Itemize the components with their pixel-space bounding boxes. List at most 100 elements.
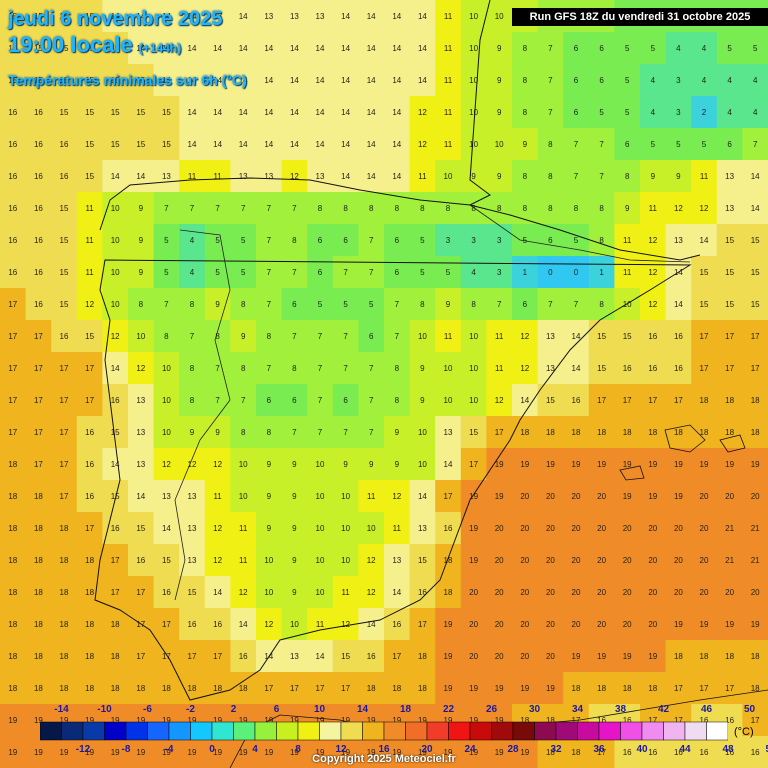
temperature-cell (537, 160, 564, 193)
temperature-value: 9 (215, 300, 220, 309)
temperature-value: 8 (523, 172, 528, 181)
temperature-cell (307, 672, 334, 705)
temperature-value: 5 (574, 236, 579, 245)
temperature-cell (153, 192, 180, 225)
temperature-value: 17 (85, 396, 94, 405)
temperature-cell (512, 608, 539, 641)
temperature-cell (153, 256, 180, 289)
temperature-value: 18 (60, 524, 69, 533)
temperature-cell (332, 640, 359, 673)
temperature-cell (281, 32, 308, 65)
temperature-value: 7 (395, 332, 400, 341)
temperature-cell (512, 576, 539, 609)
temperature-cell (128, 192, 155, 225)
temperature-value: 13 (213, 12, 222, 21)
temperature-cell (25, 96, 52, 129)
temperature-value: 19 (367, 748, 376, 757)
temperature-value: 9 (497, 172, 502, 181)
temperature-cell (51, 352, 78, 385)
temperature-cell (691, 128, 718, 161)
temperature-cell (230, 480, 257, 513)
temperature-value: 18 (751, 396, 760, 405)
temperature-value: 11 (495, 364, 504, 373)
temperature-cell (665, 64, 692, 97)
temperature-value: 19 (367, 716, 376, 725)
temperature-value: 4 (676, 44, 681, 53)
temperature-value: 8 (215, 332, 220, 341)
temperature-cell (358, 480, 385, 513)
temperature-value: 14 (213, 588, 222, 597)
temperature-cell (307, 608, 334, 641)
temperature-cell (409, 608, 436, 641)
temperature-value: 17 (213, 652, 222, 661)
temperature-value: 18 (60, 588, 69, 597)
temperature-value: 18 (60, 620, 69, 629)
temperature-value: 12 (495, 396, 504, 405)
temperature-cell (256, 416, 283, 449)
temperature-cell (256, 480, 283, 513)
temperature-cell (691, 64, 718, 97)
temperature-value: 4 (651, 108, 656, 117)
temperature-cell (435, 64, 462, 97)
temperature-value: 17 (341, 684, 350, 693)
temperature-cell (256, 352, 283, 385)
temperature-value: 15 (725, 236, 734, 245)
temperature-value: 20 (520, 588, 529, 597)
temperature-value: 6 (548, 236, 553, 245)
temperature-value: 6 (292, 300, 297, 309)
temperature-value: 7 (343, 364, 348, 373)
temperature-cell (716, 640, 743, 673)
temperature-value: 19 (239, 748, 248, 757)
temperature-value: 17 (623, 396, 632, 405)
temperature-value: 20 (495, 652, 504, 661)
temperature-cell (153, 288, 180, 321)
temperature-value: 16 (597, 716, 606, 725)
temperature-value: 5 (343, 300, 348, 309)
temperature-cell (409, 160, 436, 193)
temperature-value: 10 (444, 396, 453, 405)
color-scale-legend (40, 721, 728, 741)
temperature-value: 16 (60, 172, 69, 181)
temperature-value: 14 (316, 108, 325, 117)
temperature-value: 10 (341, 492, 350, 501)
temperature-cell (435, 672, 462, 705)
temperature-value: 13 (725, 204, 734, 213)
temperature-cell (537, 352, 564, 385)
temperature-value: 6 (318, 236, 323, 245)
temperature-cell (0, 0, 27, 33)
temperature-cell (76, 576, 103, 609)
temperature-value: 10 (316, 460, 325, 469)
temperature-value: 11 (239, 556, 248, 565)
temperature-cell (332, 128, 359, 161)
temperature-cell (0, 640, 27, 673)
temperature-value: 7 (267, 236, 272, 245)
temperature-value: 17 (597, 748, 606, 757)
temperature-cell (230, 640, 257, 673)
legend-label: 36 (593, 744, 605, 755)
temperature-cell (230, 320, 257, 353)
temperature-value: 19 (725, 620, 734, 629)
temperature-value: 6 (395, 236, 400, 245)
temperature-value: 16 (188, 620, 197, 629)
temperature-value: 12 (648, 300, 657, 309)
temperature-value: 19 (546, 684, 555, 693)
temperature-cell (460, 224, 487, 257)
temperature-value: 12 (111, 332, 120, 341)
temperature-value: 5 (625, 44, 630, 53)
temperature-cell (435, 0, 462, 33)
temperature-cell (51, 448, 78, 481)
temperature-value: 9 (395, 428, 400, 437)
temperature-cell (691, 288, 718, 321)
temperature-cell (0, 288, 27, 321)
temperature-value: 18 (111, 684, 120, 693)
temperature-value: 11 (367, 492, 376, 501)
legend-label: -14 (54, 704, 69, 715)
temperature-value: 14 (392, 140, 401, 149)
temperature-cell (25, 512, 52, 545)
temperature-value: 20 (623, 620, 632, 629)
legend-label: 12 (335, 744, 347, 755)
temperature-value: 10 (367, 524, 376, 533)
temperature-cell (358, 256, 385, 289)
temperature-cell (435, 160, 462, 193)
temperature-value: 10 (495, 140, 504, 149)
